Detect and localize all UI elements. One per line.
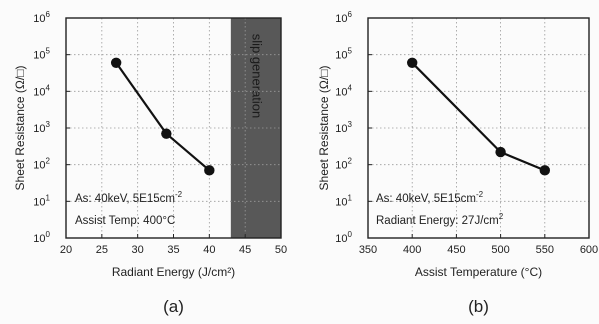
data-point	[110, 57, 122, 69]
y-tick-exponent: 3	[46, 120, 51, 129]
x-tick-label: 450	[447, 244, 465, 256]
annotation-text: As: 40keV, 5E15cm-2	[75, 190, 183, 205]
annotation-main: Assist Temp: 400°C	[75, 215, 175, 227]
y-tick-label: 105	[33, 47, 50, 62]
y-tick-base: 10	[33, 50, 45, 62]
y-tick-label: 100	[335, 230, 352, 245]
y-tick-base: 10	[33, 196, 45, 208]
annotation-text: As: 40keV, 5E15cm-2	[376, 190, 484, 205]
y-axis-label: Sheet Resistance (Ω/□)	[317, 66, 331, 191]
data-point	[539, 165, 550, 176]
y-tick-label: 102	[335, 157, 352, 172]
series-line	[411, 62, 546, 172]
y-tick-exponent: 4	[348, 83, 353, 92]
y-tick-exponent: 3	[348, 120, 353, 129]
y-tick-exponent: 2	[46, 157, 51, 166]
y-tick-exponent: 1	[348, 193, 353, 202]
data-point	[161, 128, 172, 139]
annotation-superscript: -2	[476, 190, 484, 199]
y-tick-label: 104	[33, 83, 50, 98]
y-tick-label: 104	[335, 83, 352, 98]
y-tick-base: 10	[33, 86, 45, 98]
panel-label: (b)	[468, 297, 489, 316]
x-axis-label: Assist Temperature (°C)	[415, 265, 542, 279]
annotation-main: As: 40keV, 5E15cm	[376, 193, 476, 205]
annotation-superscript: -2	[175, 190, 183, 199]
y-tick-base: 10	[335, 160, 347, 172]
x-axis-label: Radiant Energy (J/cm²)	[112, 265, 235, 279]
y-tick-label: 103	[335, 120, 352, 135]
data-point	[407, 57, 418, 69]
x-tick-label: 550	[536, 244, 554, 256]
shaded-region-label: slip generation	[249, 34, 264, 119]
x-tick-label: 50	[275, 244, 287, 256]
y-tick-label: 100	[33, 230, 50, 245]
y-tick-base: 10	[335, 196, 347, 208]
y-tick-base: 10	[33, 233, 45, 245]
annotation-text: Assist Temp: 400°C	[75, 215, 175, 227]
annotation-superscript: 2	[499, 212, 504, 221]
y-tick-base: 10	[33, 160, 45, 172]
y-tick-exponent: 6	[46, 10, 51, 19]
series-line	[115, 62, 211, 172]
y-tick-base: 10	[335, 86, 347, 98]
x-tick-label: 400	[403, 244, 421, 256]
x-tick-label: 350	[359, 244, 377, 256]
y-tick-exponent: 5	[46, 47, 51, 56]
x-tick-label: 25	[96, 244, 108, 256]
y-tick-base: 10	[33, 13, 45, 25]
y-tick-exponent: 0	[46, 230, 51, 239]
y-tick-base: 10	[33, 123, 45, 135]
y-tick-label: 101	[335, 193, 352, 208]
y-tick-base: 10	[335, 123, 347, 135]
y-tick-base: 10	[335, 13, 347, 25]
x-tick-label: 45	[239, 244, 251, 256]
y-tick-base: 10	[335, 50, 347, 62]
y-tick-exponent: 6	[348, 10, 353, 19]
annotation-text: Radiant Energy: 27J/cm2	[376, 212, 504, 227]
y-tick-exponent: 4	[46, 83, 51, 92]
annotation-main: Radiant Energy: 27J/cm	[376, 215, 499, 227]
data-point	[495, 146, 506, 158]
y-tick-label: 106	[335, 10, 352, 25]
y-tick-base: 10	[335, 233, 347, 245]
y-tick-exponent: 1	[46, 193, 51, 202]
y-tick-label: 101	[33, 193, 50, 208]
y-tick-exponent: 5	[348, 47, 353, 56]
chart-panel-b: 350 400 450 500 550 600100101102103104105106A…	[317, 10, 598, 316]
x-tick-label: 20	[60, 244, 72, 256]
annotation-main: As: 40keV, 5E15cm	[75, 193, 175, 205]
panel-label: (a)	[163, 297, 184, 316]
y-tick-label: 102	[33, 157, 50, 172]
y-tick-exponent: 2	[348, 157, 353, 166]
y-tick-label: 105	[335, 47, 352, 62]
y-tick-label: 106	[33, 10, 50, 25]
data-point	[204, 165, 215, 176]
x-tick-label: 35	[167, 244, 179, 256]
y-tick-exponent: 0	[348, 230, 353, 239]
x-tick-label: 600	[580, 244, 598, 256]
x-tick-label: 30	[132, 244, 144, 256]
y-tick-label: 103	[33, 120, 50, 135]
y-axis-label: Sheet Resistance (Ω/□)	[13, 66, 27, 191]
x-tick-label: 40	[203, 244, 215, 256]
x-tick-label: 500	[491, 244, 509, 256]
